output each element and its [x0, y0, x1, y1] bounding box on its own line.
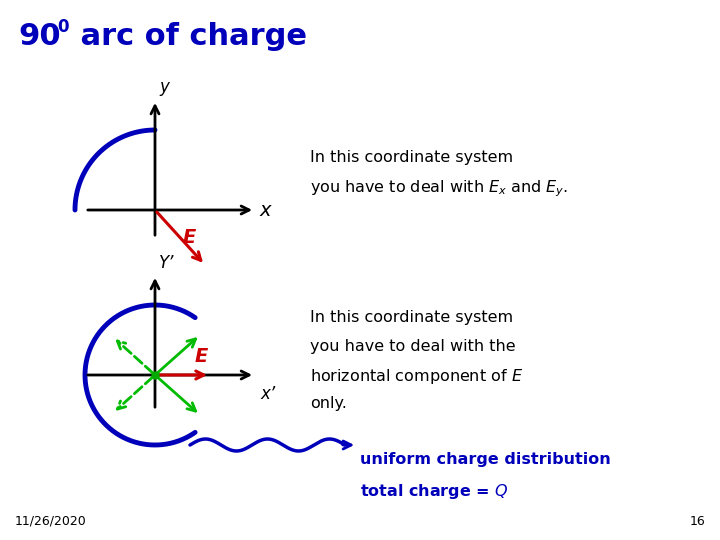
Text: you have to deal with $E_x$ and $E_y$.: you have to deal with $E_x$ and $E_y$. [310, 179, 568, 199]
Text: In this coordinate system: In this coordinate system [310, 310, 513, 325]
Text: In this coordinate system: In this coordinate system [310, 150, 513, 165]
Text: only.: only. [310, 396, 347, 411]
Text: x’: x’ [260, 385, 275, 403]
Text: 0: 0 [57, 18, 68, 36]
Text: y: y [159, 78, 169, 96]
Text: total charge = $Q$: total charge = $Q$ [360, 482, 508, 501]
Text: 11/26/2020: 11/26/2020 [15, 515, 86, 528]
Text: arc of charge: arc of charge [70, 22, 307, 51]
Text: E: E [183, 228, 197, 247]
Text: you have to deal with the: you have to deal with the [310, 339, 516, 354]
Text: uniform charge distribution: uniform charge distribution [360, 452, 611, 467]
Text: Y’: Y’ [159, 254, 174, 272]
Text: E: E [194, 347, 208, 366]
Text: x: x [260, 200, 271, 219]
Text: 16: 16 [689, 515, 705, 528]
Text: horizontal component of $E$: horizontal component of $E$ [310, 367, 523, 386]
Text: 90: 90 [18, 22, 60, 51]
